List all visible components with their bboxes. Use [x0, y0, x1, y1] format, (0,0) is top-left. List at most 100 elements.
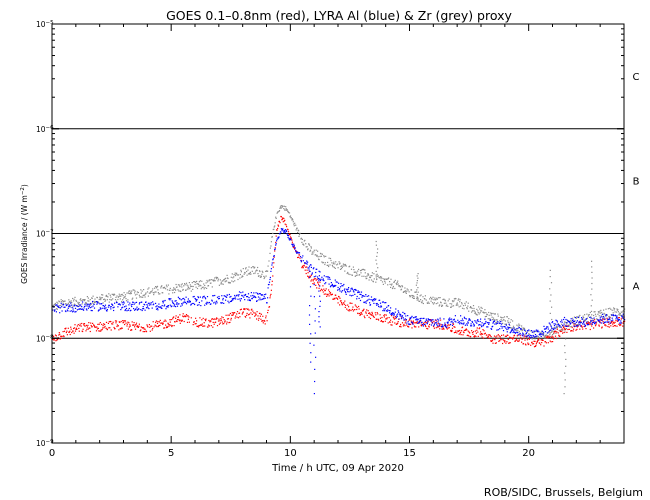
data-point — [256, 300, 258, 302]
data-point — [496, 329, 498, 331]
data-point — [319, 326, 321, 328]
data-point — [614, 325, 616, 327]
data-point — [551, 321, 553, 324]
data-point — [565, 358, 567, 360]
data-point — [231, 273, 233, 275]
data-point — [371, 275, 373, 277]
data-point — [574, 317, 577, 319]
data-point — [176, 286, 178, 288]
data-point — [74, 330, 77, 332]
data-point — [94, 298, 96, 300]
data-point — [80, 308, 82, 310]
data-point — [274, 225, 276, 227]
data-point — [523, 335, 526, 337]
data-point — [340, 291, 343, 293]
data-point — [409, 317, 411, 319]
data-point — [561, 319, 563, 321]
data-point — [354, 293, 356, 295]
data-point — [563, 327, 566, 329]
data-point — [237, 278, 239, 281]
data-point — [258, 270, 261, 272]
data-point — [369, 276, 372, 279]
data-point — [79, 305, 81, 307]
data-point — [544, 337, 546, 339]
data-point — [372, 281, 374, 283]
data-point — [416, 275, 418, 277]
data-point — [551, 318, 553, 321]
data-point — [389, 312, 391, 314]
data-point — [624, 308, 626, 310]
data-point — [67, 327, 69, 329]
data-point — [611, 309, 613, 311]
data-point — [97, 323, 99, 325]
data-point — [375, 281, 377, 283]
data-point — [535, 344, 537, 347]
data-point — [608, 317, 610, 319]
data-point — [52, 334, 54, 336]
data-point — [239, 298, 241, 300]
data-point — [480, 324, 482, 326]
data-point — [266, 302, 268, 304]
data-point — [617, 320, 619, 322]
data-point — [437, 322, 439, 325]
data-point — [436, 323, 438, 325]
data-point — [99, 303, 101, 305]
data-point — [382, 310, 384, 312]
data-point — [259, 297, 261, 299]
data-point — [364, 272, 366, 274]
data-point — [203, 283, 205, 285]
data-point — [193, 295, 195, 298]
data-point — [244, 299, 246, 301]
data-point — [516, 324, 518, 326]
data-point — [504, 326, 506, 328]
data-point — [144, 328, 146, 330]
data-point — [130, 291, 132, 293]
data-point — [117, 306, 119, 308]
data-point — [552, 334, 554, 336]
data-point — [521, 334, 523, 336]
data-point — [563, 393, 565, 395]
data-point — [287, 231, 290, 233]
data-point — [598, 312, 600, 314]
data-point — [95, 330, 98, 332]
data-point — [538, 331, 540, 333]
data-point — [207, 324, 210, 326]
data-point — [247, 299, 249, 301]
data-point — [563, 331, 565, 334]
data-point — [199, 284, 201, 286]
data-point — [229, 312, 231, 315]
data-point — [368, 279, 370, 281]
data-point — [75, 299, 77, 301]
data-point — [139, 330, 141, 332]
data-point — [545, 328, 547, 330]
data-point — [491, 316, 493, 318]
data-point — [335, 294, 337, 296]
data-point — [274, 250, 276, 252]
data-point — [608, 323, 610, 325]
data-point — [516, 335, 518, 337]
data-point — [125, 300, 128, 302]
data-point — [583, 317, 585, 319]
data-point — [575, 317, 578, 319]
data-point — [73, 303, 76, 305]
data-point — [270, 293, 272, 295]
data-point — [459, 332, 461, 334]
data-point — [136, 325, 138, 327]
data-point — [369, 317, 372, 320]
data-point — [423, 317, 425, 319]
data-point — [606, 321, 608, 323]
data-point — [616, 325, 618, 327]
data-point — [593, 321, 595, 323]
data-point — [116, 325, 118, 328]
data-point — [568, 324, 570, 326]
data-point — [171, 289, 173, 291]
data-point — [206, 279, 208, 282]
data-point — [461, 318, 464, 320]
data-point — [429, 319, 431, 321]
data-point — [417, 273, 419, 275]
data-point — [434, 322, 436, 324]
data-point — [590, 317, 592, 319]
data-point — [457, 304, 459, 306]
data-point — [97, 310, 99, 312]
data-point — [74, 304, 77, 306]
